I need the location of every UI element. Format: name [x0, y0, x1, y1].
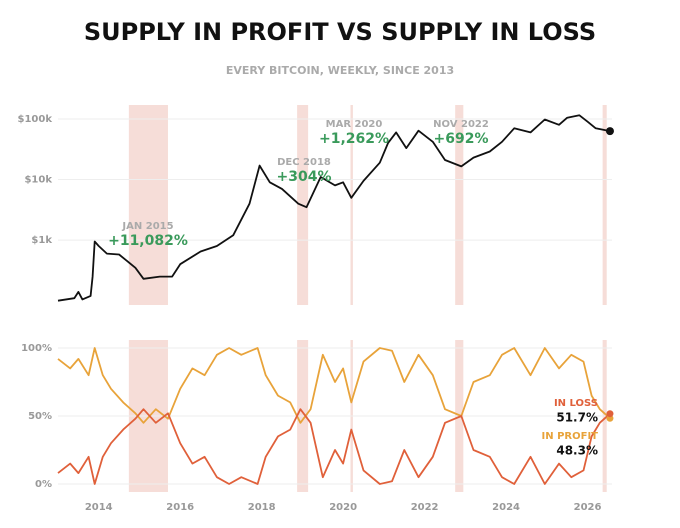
- annotation-date: DEC 2018: [277, 157, 331, 168]
- annotation-date: MAR 2020: [326, 119, 383, 130]
- x-tick-label: 2022: [411, 502, 439, 513]
- y-tick-label: $10k: [24, 175, 52, 186]
- chart-title: SUPPLY IN PROFIT VS SUPPLY IN LOSS: [84, 18, 596, 46]
- chart-subtitle: EVERY BITCOIN, WEEKLY, SINCE 2013: [226, 64, 454, 77]
- line: [57, 347, 611, 424]
- end-point: [605, 127, 614, 136]
- shaded-period: [602, 105, 607, 305]
- annotation-change: +692%: [434, 131, 489, 147]
- shaded-period: [455, 105, 464, 305]
- x-tick-label: 2020: [329, 502, 357, 513]
- annotation-change: +304%: [277, 169, 332, 185]
- shaded-period: [128, 105, 168, 305]
- end-value-label: 51.7%: [556, 411, 598, 425]
- x-tick-label: 2016: [166, 502, 194, 513]
- y-tick-label: $100k: [18, 114, 53, 125]
- annotation-change: +11,082%: [108, 233, 188, 249]
- x-tick-label: 2026: [574, 502, 602, 513]
- legend-label: IN PROFIT: [542, 431, 599, 442]
- y-tick-label: $1k: [31, 235, 52, 246]
- y-tick-label: 100%: [21, 343, 52, 354]
- y-tick-label: 0%: [35, 479, 52, 490]
- annotation-change: +1,262%: [319, 131, 389, 147]
- line: [57, 408, 611, 485]
- legend-label: IN LOSS: [554, 398, 598, 409]
- line: [57, 114, 611, 302]
- end-value-label: 48.3%: [556, 444, 598, 458]
- x-tick-label: 2014: [85, 502, 113, 513]
- y-tick-label: 50%: [28, 411, 52, 422]
- shaded-period: [350, 105, 353, 305]
- x-tick-label: 2018: [248, 502, 276, 513]
- x-tick-label: 2024: [492, 502, 520, 513]
- annotation-date: NOV 2022: [433, 119, 489, 130]
- end-point: [606, 410, 614, 418]
- annotation-date: JAN 2015: [121, 221, 173, 232]
